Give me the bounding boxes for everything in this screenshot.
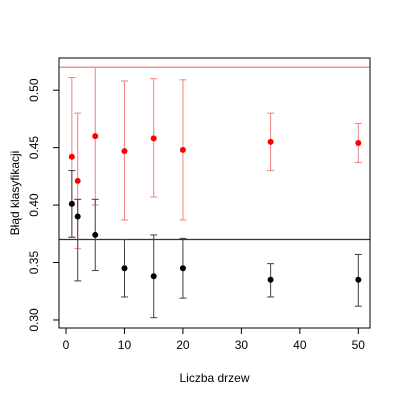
data-point-1-1: [74, 213, 81, 220]
x-tick-label-5: 50: [352, 338, 366, 352]
series-1: [68, 170, 362, 319]
reference-lines: [59, 66, 370, 241]
series-layer: [68, 66, 362, 319]
x-tick-label-2: 20: [176, 338, 190, 352]
x-axis: 0 10 20 30 40 50: [63, 327, 366, 352]
data-point-0-5: [179, 146, 186, 153]
data-point-0-3: [121, 148, 128, 155]
y-tick-label-1: 0.35: [27, 251, 41, 275]
data-point-0-2: [92, 133, 99, 140]
series-0: [68, 66, 362, 250]
data-point-0-4: [150, 135, 157, 142]
x-tick-label-0: 0: [63, 338, 70, 352]
y-axis: 0.30 0.35 0.40 0.45 0.50: [27, 78, 60, 332]
y-axis-title: Błąd klasyfikacji: [8, 151, 22, 236]
data-point-0-1: [74, 177, 81, 184]
y-tick-label-3: 0.45: [27, 136, 41, 160]
y-tick-label-4: 0.50: [27, 78, 41, 102]
data-point-1-2: [92, 231, 99, 238]
data-point-1-4: [150, 273, 157, 280]
data-point-0-0: [68, 153, 75, 160]
data-point-0-6: [267, 138, 274, 145]
data-point-0-7: [355, 140, 362, 147]
data-point-1-6: [267, 276, 274, 283]
x-tick-label-3: 30: [235, 338, 249, 352]
x-tick-label-4: 40: [293, 338, 307, 352]
y-tick-label-0: 0.30: [27, 308, 41, 332]
data-point-1-5: [179, 265, 186, 272]
x-axis-title: Liczba drzew: [179, 371, 249, 385]
x-tick-label-1: 10: [118, 338, 132, 352]
y-tick-label-2: 0.40: [27, 193, 41, 217]
data-point-1-7: [355, 276, 362, 283]
data-point-1-3: [121, 265, 128, 272]
data-point-1-0: [68, 200, 75, 207]
